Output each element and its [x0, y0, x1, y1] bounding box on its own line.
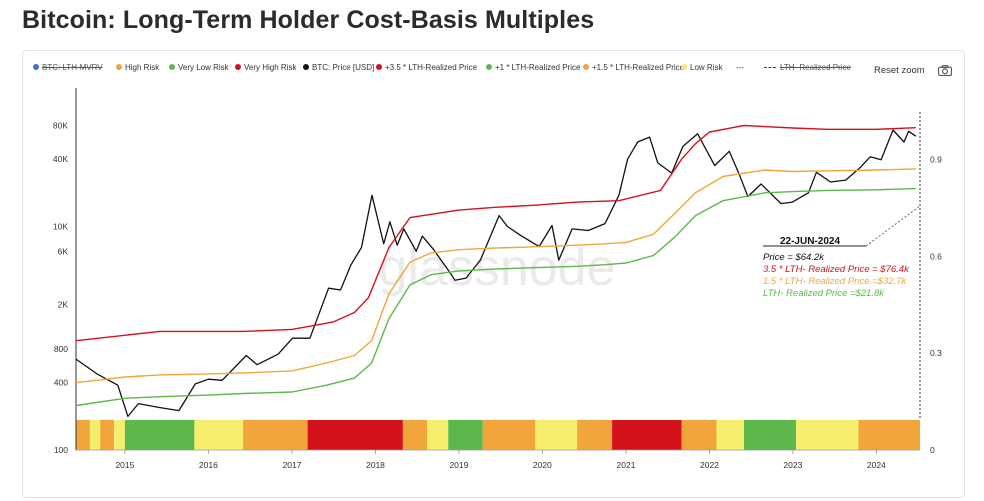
legend-swatch: [583, 64, 589, 70]
risk-band-segment: [482, 420, 536, 450]
x-tick-label: 2023: [783, 460, 802, 470]
y-tick-label: 80K: [53, 121, 68, 131]
x-tick-label: 2016: [199, 460, 218, 470]
legend-swatch: [486, 64, 492, 70]
legend-label: LTH- Realized Price: [780, 63, 851, 72]
legend-swatch: [681, 64, 687, 70]
series-line: [75, 168, 916, 384]
legend-swatch: [303, 64, 309, 70]
risk-band-segment: [402, 420, 428, 450]
legend-item-0[interactable]: BTC: LTH-MVRV: [33, 63, 103, 72]
y-tick-label: 2K: [58, 300, 69, 310]
x-tick-label: 2017: [283, 460, 302, 470]
legend-item-6[interactable]: +1 * LTH-Realized Price: [486, 63, 580, 72]
y2-tick-label: 0.3: [930, 348, 942, 358]
legend-label: BTC: LTH-MVRV: [42, 63, 103, 72]
legend-label: ---: [736, 63, 744, 72]
risk-band-segment: [827, 420, 859, 450]
annotation-date: 22-JUN-2024: [780, 236, 840, 247]
series-line: [75, 124, 916, 342]
legend-item-9[interactable]: ---: [736, 63, 744, 72]
legend-item-5[interactable]: +3.5 * LTH-Realized Price: [376, 63, 477, 72]
legend-label: +1.5 * LTH-Realized Price: [592, 63, 685, 72]
y-tick-label: 800: [54, 344, 68, 354]
legend-label: Very High Risk: [244, 63, 297, 72]
risk-band-segment: [552, 420, 578, 450]
risk-band-segment: [448, 420, 483, 450]
legend-swatch: [33, 64, 39, 70]
y-tick-label: 6K: [58, 246, 69, 256]
legend-item-8[interactable]: Low Risk: [681, 63, 722, 72]
risk-band-segment: [307, 420, 403, 450]
camera-icon[interactable]: [938, 65, 952, 76]
risk-band-segment: [243, 420, 308, 450]
legend-label: Very Low Risk: [178, 63, 229, 72]
legend-item-7[interactable]: +1.5 * LTH-Realized Price: [583, 63, 684, 72]
risk-band-segment: [124, 420, 195, 450]
risk-band-segment: [194, 420, 244, 450]
risk-band-segment: [76, 420, 90, 450]
x-tick-label: 2015: [115, 460, 134, 470]
series-line: [75, 187, 916, 407]
legend-item-3[interactable]: Very High Risk: [235, 63, 296, 72]
annotation-price: Price = $64.2k: [763, 252, 825, 263]
y-tick-label: 100: [54, 445, 68, 455]
risk-band-segment: [89, 420, 101, 450]
y-tick-label: 400: [54, 378, 68, 388]
annotation-1-5x: 1.5 * LTH- Realized Price =$32.7k: [763, 276, 907, 287]
legend-item-2[interactable]: Very Low Risk: [169, 63, 229, 72]
legend-swatch: [169, 64, 175, 70]
y-tick-label: 40K: [53, 154, 68, 164]
risk-band-segment: [612, 420, 682, 450]
y2-tick-label: 0.9: [930, 155, 942, 165]
legend-item-1[interactable]: High Risk: [116, 63, 159, 72]
risk-band-segment: [716, 420, 744, 450]
page-title: Bitcoin: Long-Term Holder Cost-Basis Mul…: [22, 6, 595, 34]
risk-band-segment: [100, 420, 115, 450]
series-line: [75, 129, 917, 418]
risk-band-segment: [858, 420, 920, 450]
legend-swatch: [376, 64, 382, 70]
y-tick-label: 10K: [53, 221, 68, 231]
annotation-3-5x: 3.5 * LTH- Realized Price = $76.4k: [763, 264, 910, 275]
risk-band-segment: [796, 420, 828, 450]
risk-band-segment: [535, 420, 553, 450]
x-tick-label: 2021: [617, 460, 636, 470]
annotation-1x: LTH- Realized Price =$21.8k: [763, 288, 885, 299]
legend-dash: [764, 67, 776, 68]
risk-band-segment: [744, 420, 797, 450]
y2-tick-label: 0: [930, 445, 935, 455]
legend-item-4[interactable]: BTC: Price [USD]: [303, 63, 374, 72]
legend-label: Low Risk: [690, 63, 723, 72]
risk-band-segment: [427, 420, 449, 450]
legend-label: High Risk: [125, 63, 160, 72]
legend-swatch: [235, 64, 241, 70]
legend-swatch: [116, 64, 122, 70]
annotation-leader: [865, 205, 921, 247]
x-tick-label: 2024: [867, 460, 886, 470]
legend-label: +3.5 * LTH-Realized Price: [385, 63, 478, 72]
reset-zoom-button[interactable]: Reset zoom: [874, 65, 925, 76]
x-tick-label: 2022: [700, 460, 719, 470]
x-tick-label: 2018: [366, 460, 385, 470]
x-tick-label: 2019: [449, 460, 468, 470]
legend-label: +1 * LTH-Realized Price: [495, 63, 581, 72]
risk-band-segment: [681, 420, 717, 450]
legend-label: BTC: Price [USD]: [312, 63, 375, 72]
risk-band-segment: [114, 420, 125, 450]
y2-tick-label: 0.6: [930, 251, 942, 261]
legend-item-10[interactable]: LTH- Realized Price: [764, 63, 851, 72]
risk-band-segment: [577, 420, 613, 450]
x-tick-label: 2020: [533, 460, 552, 470]
